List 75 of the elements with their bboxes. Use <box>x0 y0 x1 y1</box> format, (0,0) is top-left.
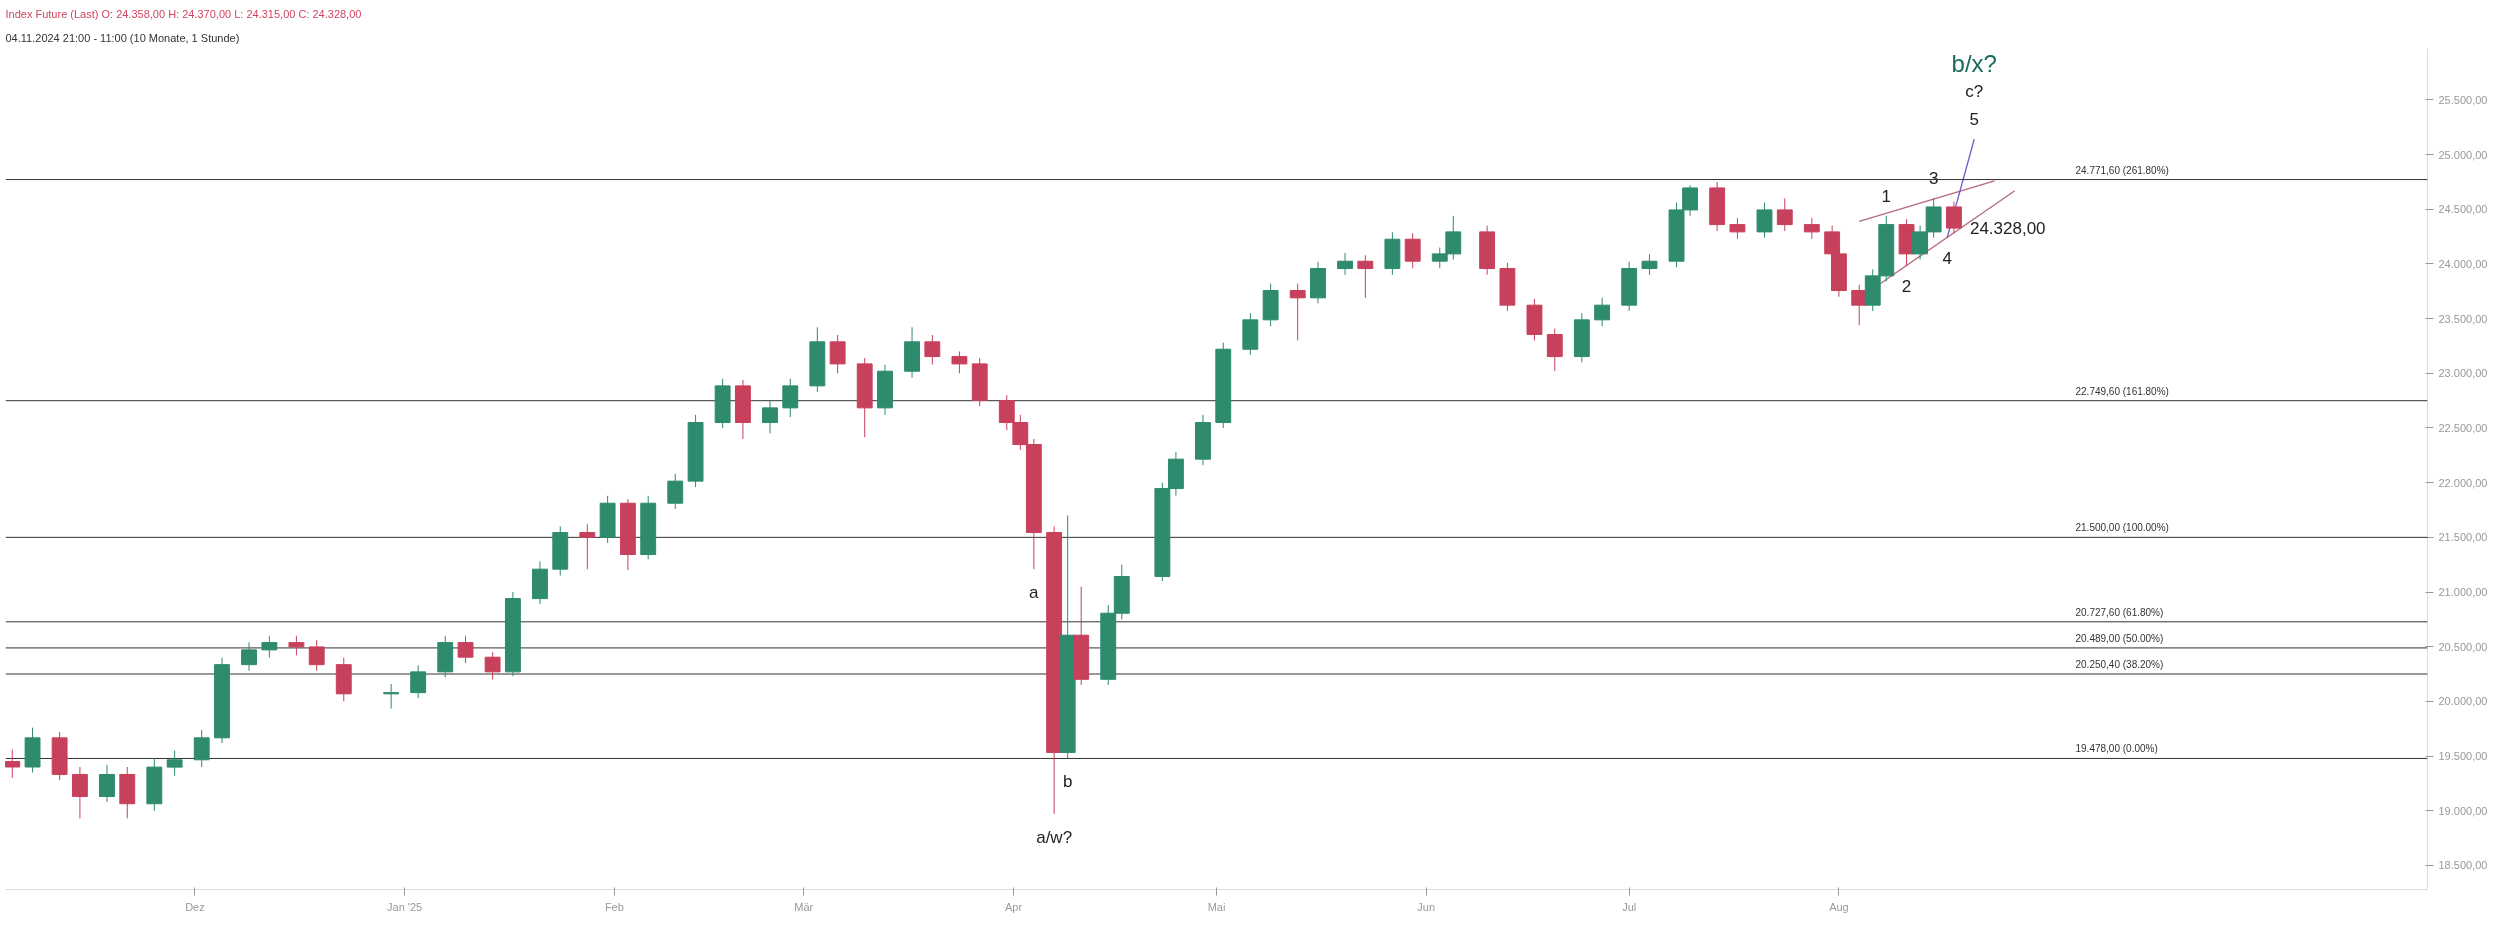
candlestick <box>410 664 427 699</box>
candlestick <box>241 641 257 672</box>
y-tick-label: 19.500,00 <box>2438 750 2488 763</box>
annotation: 5 <box>1969 110 1979 130</box>
candlestick <box>1641 253 1658 276</box>
candlestick <box>71 766 88 819</box>
candlestick <box>829 334 846 374</box>
chart-title: Index Future (Last) O: 24.358,00 H: 24.370,00 L: 24.315,00 C: 24.328,00 <box>5 7 362 20</box>
candlestick <box>762 400 778 434</box>
x-tick-label: Jan '25 <box>387 900 423 913</box>
candlestick <box>924 334 941 366</box>
y-tick-label: 18.500,00 <box>2438 859 2488 872</box>
y-tick-label: 23.500,00 <box>2438 312 2488 325</box>
annotation: a/w? <box>1036 828 1073 848</box>
annotation: 4 <box>1942 248 1952 268</box>
ref-line-label: 20.727,60 (61.80%) <box>2075 606 2164 618</box>
candlestick <box>193 729 210 768</box>
x-tick-label: Jul <box>1622 900 1637 913</box>
x-tick-label: Feb <box>604 900 624 913</box>
y-tick-label: 20.000,00 <box>2438 695 2488 708</box>
annotation: b/x? <box>1951 50 1997 78</box>
candlestick <box>484 651 501 681</box>
candlestick <box>1756 202 1773 239</box>
candlestick <box>1337 252 1353 276</box>
candlestick <box>1357 254 1374 299</box>
ref-line-label: 20.489,00 (50.00%) <box>2075 632 2164 644</box>
ref-line-label: 22.749,60 (161.80%) <box>2075 385 2169 397</box>
candlestick <box>261 635 278 659</box>
candlestick <box>1945 201 1962 234</box>
candlestick <box>457 635 474 664</box>
x-tick-label: Dez <box>185 900 205 913</box>
candlestick <box>308 639 325 672</box>
x-tick-label: Apr <box>1004 900 1023 913</box>
candlestick <box>166 750 183 777</box>
candlestick <box>1776 197 1793 232</box>
candlestick <box>383 683 400 709</box>
candlestick <box>1803 217 1820 240</box>
y-tick-label: 24.500,00 <box>2438 203 2488 216</box>
y-tick-label: 25.000,00 <box>2438 148 2488 161</box>
y-tick-label: 22.500,00 <box>2438 421 2488 434</box>
candlestick <box>1404 232 1421 269</box>
y-tick-label: 20.500,00 <box>2438 640 2488 653</box>
candlestick <box>288 635 305 656</box>
candlestick <box>1289 283 1306 341</box>
candlestick <box>1729 217 1746 240</box>
candlestick <box>1546 327 1563 372</box>
ref-line-label: 20.250,40 (38.20%) <box>2075 659 2164 671</box>
x-tick-label: Aug <box>1829 900 1849 913</box>
annotation: 1 <box>1881 186 1892 206</box>
annotation: 24.328,00 <box>1969 219 2046 239</box>
annotation: c? <box>1965 82 1984 102</box>
y-tick-label: 24.000,00 <box>2438 257 2488 270</box>
ref-line-label: 21.500,00 (100.00%) <box>2075 522 2169 534</box>
y-tick-label: 22.000,00 <box>2438 476 2488 489</box>
y-tick-label: 19.000,00 <box>2438 804 2488 817</box>
candlestick <box>782 378 799 418</box>
y-tick-label: 25.500,00 <box>2438 93 2488 106</box>
ref-line-label: 24.771,60 (261.80%) <box>2075 164 2169 176</box>
chart-subtitle: 04.11.2024 21:00 - 11:00 (10 Monate, 1 Stunde) <box>5 31 240 44</box>
y-tick-label: 21.000,00 <box>2438 586 2488 599</box>
candlestick <box>667 473 684 510</box>
ref-line-label: 19.478,00 (0.00%) <box>2075 743 2158 755</box>
y-tick-label: 21.500,00 <box>2438 531 2488 544</box>
candlestick <box>5 749 21 779</box>
candlestick <box>1594 297 1611 327</box>
x-tick-label: Mai <box>1207 900 1226 913</box>
annotation: a <box>1029 583 1040 603</box>
x-tick-label: Mär <box>794 900 814 913</box>
annotation: 2 <box>1901 277 1912 297</box>
candlestick <box>99 764 115 803</box>
annotation: b <box>1062 772 1073 792</box>
x-tick-label: Jun <box>1417 900 1436 913</box>
y-tick-label: 23.000,00 <box>2438 367 2488 380</box>
candlestick <box>951 350 968 374</box>
candlestick <box>579 523 596 570</box>
